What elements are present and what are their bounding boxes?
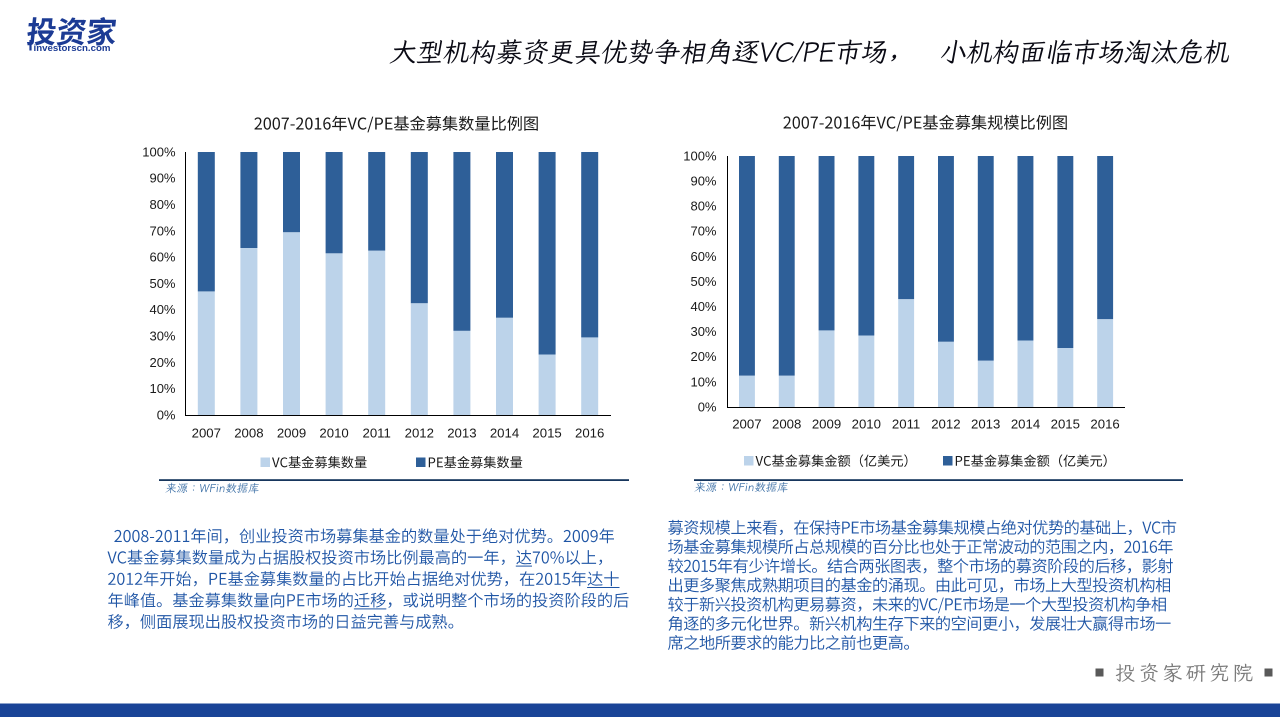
- svg-text:10%: 10%: [149, 381, 175, 396]
- svg-text:2015: 2015: [532, 426, 561, 441]
- svg-text:2013: 2013: [971, 417, 1000, 432]
- svg-text:100%: 100%: [683, 148, 717, 163]
- svg-text:2012: 2012: [931, 417, 960, 432]
- svg-text:50%: 50%: [690, 274, 716, 289]
- svg-text:2008: 2008: [234, 426, 263, 441]
- svg-text:40%: 40%: [690, 299, 716, 314]
- svg-text:40%: 40%: [149, 302, 175, 317]
- svg-text:20%: 20%: [149, 355, 175, 370]
- svg-text:2007: 2007: [732, 417, 761, 432]
- svg-text:80%: 80%: [149, 197, 175, 212]
- svg-text:80%: 80%: [690, 199, 716, 214]
- svg-text:2009: 2009: [277, 426, 306, 441]
- svg-text:2007: 2007: [192, 426, 221, 441]
- svg-text:50%: 50%: [149, 276, 175, 291]
- svg-text:2011: 2011: [892, 417, 920, 432]
- svg-text:90%: 90%: [690, 174, 716, 189]
- svg-text:30%: 30%: [690, 324, 716, 339]
- svg-text:2011: 2011: [363, 426, 391, 441]
- svg-text:90%: 90%: [149, 171, 175, 186]
- svg-text:30%: 30%: [149, 329, 175, 344]
- svg-text:investorscn.com: investorscn.com: [34, 43, 111, 53]
- svg-text:0%: 0%: [698, 399, 717, 414]
- svg-text:2016: 2016: [1090, 417, 1119, 432]
- svg-text:0%: 0%: [157, 407, 176, 422]
- svg-text:2015: 2015: [1051, 417, 1080, 432]
- svg-text:70%: 70%: [149, 223, 175, 238]
- svg-text:2014: 2014: [490, 426, 519, 441]
- svg-text:2010: 2010: [852, 417, 881, 432]
- svg-text:2014: 2014: [1011, 417, 1040, 432]
- svg-text:2010: 2010: [319, 426, 348, 441]
- svg-text:2016: 2016: [575, 426, 604, 441]
- svg-text:60%: 60%: [149, 250, 175, 265]
- svg-text:100%: 100%: [142, 144, 176, 159]
- svg-text:2009: 2009: [812, 417, 841, 432]
- svg-text:10%: 10%: [690, 374, 716, 389]
- svg-text:2008: 2008: [772, 417, 801, 432]
- svg-text:70%: 70%: [690, 224, 716, 239]
- svg-text:60%: 60%: [690, 249, 716, 264]
- svg-text:2013: 2013: [447, 426, 476, 441]
- svg-text:2012: 2012: [405, 426, 434, 441]
- svg-text:20%: 20%: [690, 349, 716, 364]
